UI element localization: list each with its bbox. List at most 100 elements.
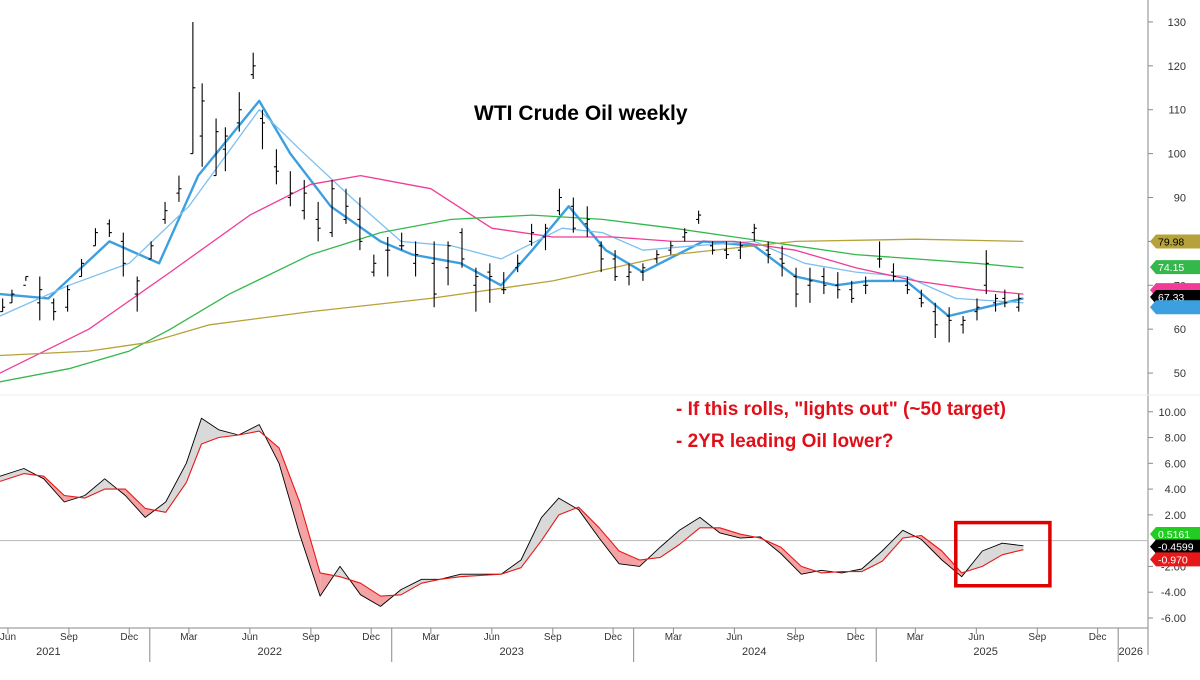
price-bar <box>473 267 479 312</box>
oscillator-tag: 0.5161 <box>1150 526 1200 541</box>
oscillator-fill <box>186 418 202 483</box>
osc-tick-label: -4.00 <box>1161 587 1186 599</box>
price-tick-label: 90 <box>1174 193 1186 205</box>
oscillator-tag-bg <box>1150 552 1200 567</box>
price-bar <box>542 223 548 251</box>
oscillator-fill <box>125 489 146 518</box>
price-bar <box>556 188 562 216</box>
osc-tick-label: -6.00 <box>1161 613 1186 625</box>
month-label: Sep <box>786 632 804 643</box>
price-bar <box>877 241 883 268</box>
price-bar <box>723 241 729 259</box>
price-bar <box>570 197 576 233</box>
price-bar <box>23 275 29 286</box>
osc-tick-label: 4.00 <box>1165 484 1186 496</box>
oscillator-fill <box>780 547 802 575</box>
price-tag-label: 74.15 <box>1158 262 1184 274</box>
price-bar <box>960 316 966 334</box>
price-bar <box>529 223 535 246</box>
moving-average-line-3 <box>0 174 1024 374</box>
price-bar <box>487 263 493 303</box>
price-bar <box>793 267 799 308</box>
osc-tick-label: 6.00 <box>1165 458 1186 470</box>
month-label: Sep <box>544 632 562 643</box>
price-bar <box>640 263 646 281</box>
price-bar <box>612 250 618 281</box>
month-label: Dec <box>362 632 380 643</box>
chart-title: WTI Crude Oil weekly <box>474 102 688 125</box>
oscillator-fill <box>360 583 381 607</box>
oscillator-fill <box>165 463 187 513</box>
moving-average-line-5 <box>0 238 1024 357</box>
price-tag: 79.98 <box>1150 234 1200 249</box>
price-bar <box>134 276 140 312</box>
oscillator-fill <box>801 566 817 575</box>
osc-tick-label: 2.00 <box>1165 510 1186 522</box>
oscillator-fill <box>299 501 321 597</box>
price-bar <box>626 263 632 286</box>
year-label: 2026 <box>1119 646 1143 658</box>
year-label: 2025 <box>973 646 997 658</box>
price-bar <box>371 254 377 277</box>
month-label: Jun <box>484 632 500 643</box>
price-bar <box>890 263 896 281</box>
price-bar <box>65 285 71 312</box>
price-tick-label: 60 <box>1174 324 1186 336</box>
price-bar <box>710 241 716 255</box>
price-bar <box>904 276 910 295</box>
price-bar <box>79 258 85 278</box>
price-bar <box>974 298 980 321</box>
price-bar <box>501 272 507 295</box>
highlight-box <box>954 520 1052 588</box>
month-label: Jun <box>0 632 16 643</box>
oscillator-fill <box>861 550 883 572</box>
price-bar <box>250 52 256 79</box>
price-bar <box>273 149 279 185</box>
price-bar <box>329 179 335 237</box>
price-bar <box>9 289 15 304</box>
price-bar <box>37 276 43 321</box>
oscillator-fill <box>660 530 680 558</box>
year-label: 2022 <box>258 646 282 658</box>
price-bar <box>413 241 419 277</box>
price-bar <box>148 241 154 260</box>
oscillator-fill <box>0 468 24 482</box>
year-label: 2021 <box>36 646 60 658</box>
month-label: Dec <box>847 632 865 643</box>
moving-average-line-4 <box>0 214 1024 383</box>
price-bar <box>1016 294 1022 312</box>
month-label: Sep <box>60 632 78 643</box>
month-label: Dec <box>1089 632 1107 643</box>
price-tag <box>1150 300 1200 315</box>
osc-tick-label: 8.00 <box>1165 433 1186 445</box>
year-label: 2024 <box>742 646 766 658</box>
oscillator-fill <box>599 527 620 564</box>
moving-average-line-1 <box>0 99 1024 318</box>
price-tag-bg <box>1150 260 1200 275</box>
oscillator-fill <box>719 527 741 539</box>
annotation-lights-out: - If this rolls, "lights out" (~50 targe… <box>676 399 1006 420</box>
year-label: 2023 <box>499 646 523 658</box>
oscillator-fill <box>541 498 559 541</box>
price-bar <box>190 21 196 155</box>
oscillator-fill <box>558 498 576 515</box>
oscillator-fill <box>921 535 942 560</box>
oscillator-fill <box>679 517 700 545</box>
oscillator-fill <box>520 517 542 568</box>
oscillator-tag-label: -0.970 <box>1158 554 1188 566</box>
price-bar <box>199 83 205 167</box>
oscillator-fill <box>1002 543 1024 555</box>
price-bar <box>120 232 126 277</box>
price-bar <box>696 210 702 224</box>
price-bar <box>668 241 674 255</box>
month-label: Sep <box>1028 632 1046 643</box>
price-tick-label: 50 <box>1174 368 1186 380</box>
month-label: Jun <box>726 632 742 643</box>
price-bar <box>993 294 999 312</box>
oscillator-fill <box>201 418 219 444</box>
price-tag: 74.15 <box>1150 260 1200 275</box>
month-label: Mar <box>907 632 925 643</box>
price-tick-label: 130 <box>1168 17 1186 29</box>
